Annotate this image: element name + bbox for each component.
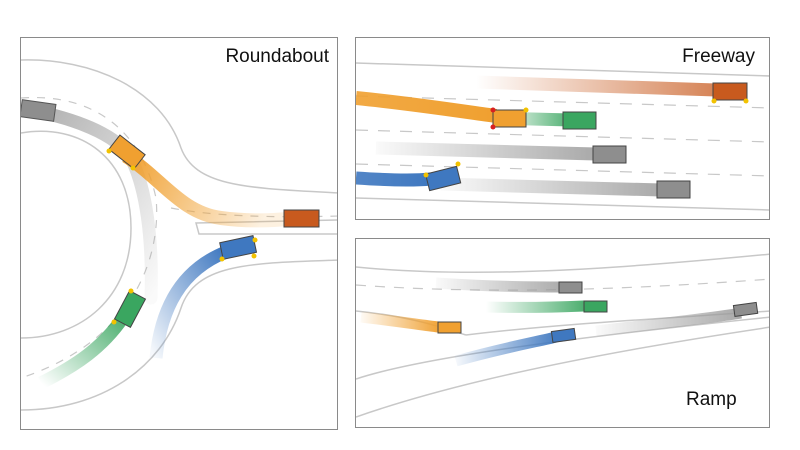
orange-trajectory	[122, 150, 290, 228]
panel-title-roundabout: Roundabout	[225, 46, 329, 67]
contact-point-markers	[423, 98, 749, 178]
green-vehicle	[113, 289, 147, 329]
orange-vehicle	[108, 134, 146, 170]
gray-trajectory-upper	[435, 277, 567, 293]
freeway-panel: Freeway	[355, 37, 770, 220]
orange-trajectory	[356, 91, 497, 123]
dark-orange-vehicle	[283, 209, 320, 228]
blue-trajectory	[454, 331, 558, 367]
gray-vehicle-lower	[656, 180, 691, 199]
gray-vehicle-upper	[558, 281, 583, 294]
green-vehicle	[583, 300, 608, 313]
gray-vehicle	[21, 99, 57, 122]
dark-orange-vehicle	[712, 82, 748, 101]
freeway-scene	[356, 62, 769, 211]
blue-vehicle	[550, 327, 577, 344]
blue-vehicle	[424, 165, 462, 192]
gray-trajectory-upper	[375, 141, 597, 161]
road-edges	[356, 62, 769, 211]
ramp-panel: Ramp	[355, 238, 770, 428]
panel-title-ramp: Ramp	[686, 389, 737, 410]
roundabout-scene	[21, 59, 337, 411]
roundabout-panel: Roundabout	[20, 37, 338, 430]
ramp-scene	[356, 253, 769, 418]
green-trajectory	[485, 300, 585, 313]
orange-vehicle	[437, 321, 462, 334]
lane-dashes	[21, 96, 337, 379]
orange-trajectory	[360, 311, 439, 333]
lane-dashes	[356, 95, 769, 177]
blue-trajectory	[356, 171, 432, 187]
green-vehicle	[562, 111, 597, 130]
blue-trajectory	[149, 245, 229, 359]
gray-trajectory-lower	[440, 177, 662, 197]
panel-title-freeway: Freeway	[682, 46, 755, 67]
gray-vehicle-lower	[732, 301, 759, 318]
orange-vehicle	[492, 109, 527, 128]
gray-trajectory	[24, 103, 158, 305]
road-edges	[21, 59, 337, 411]
contact-point-markers	[106, 148, 258, 325]
dark-orange-trajectory	[475, 75, 717, 97]
gray-vehicle-upper	[592, 145, 627, 164]
gray-trajectory-lower	[595, 307, 742, 337]
blue-vehicle	[219, 235, 258, 260]
